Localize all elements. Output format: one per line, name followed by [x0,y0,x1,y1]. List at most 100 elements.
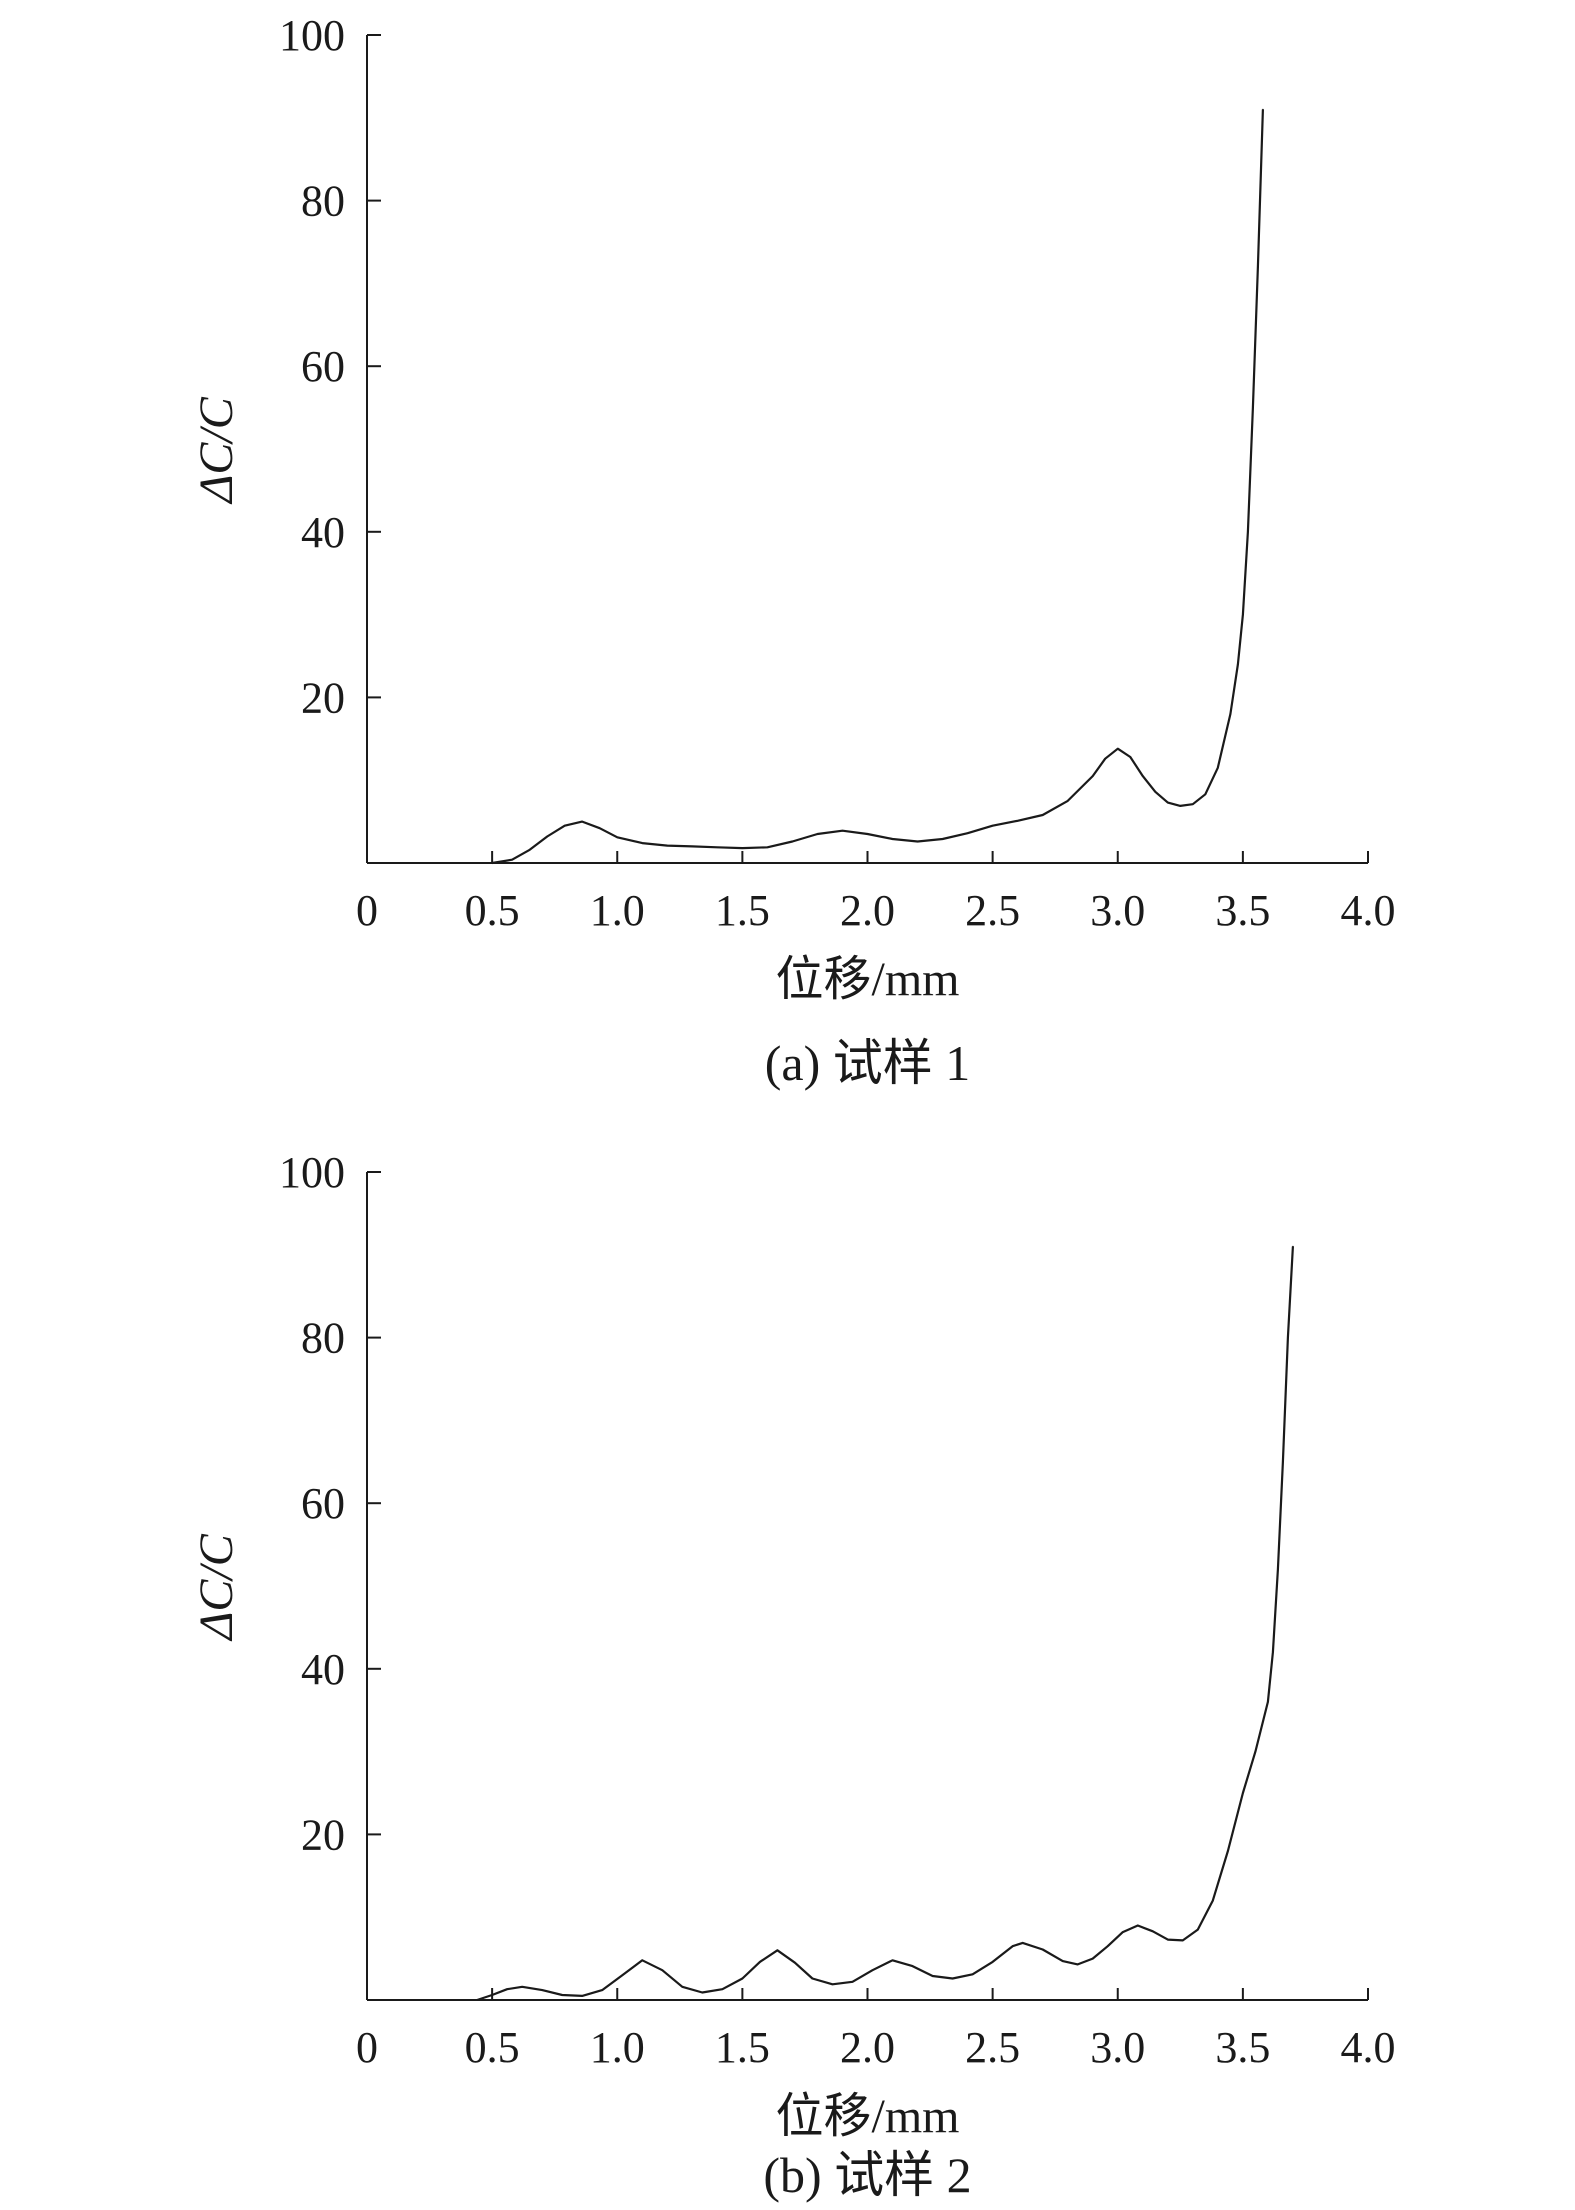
x-tick-label: 1.5 [715,886,770,935]
data-point [1091,1957,1094,1960]
data-point [991,824,994,827]
data-point [1116,747,1119,750]
data-point [1076,1963,1079,1966]
data-point [581,1995,584,1997]
data-point [1237,663,1239,666]
data-point [1167,801,1169,804]
data-point [891,1959,894,1962]
data-point [816,833,819,835]
data-point [1292,1245,1294,1248]
data-point [1041,1948,1044,1951]
data-point [871,1969,874,1971]
x-tick-label: 2.0 [840,886,895,935]
data-point [581,820,584,823]
data-point [1287,1336,1289,1339]
data-point [1204,793,1207,796]
data-point [661,1969,664,1971]
x-tick-label: 4.0 [1341,2023,1396,2072]
data-point [1182,1939,1184,1942]
data-point [1247,531,1249,533]
data-point [601,1989,604,1991]
data-point [1257,266,1259,268]
x-axis-label: 位移/mm [775,2090,959,2143]
data-point [701,1991,704,1994]
data-point [971,1973,974,1976]
data-point [528,848,531,851]
data-point [941,838,944,840]
data-point [1106,1945,1109,1947]
y-tick-label: 100 [279,11,345,60]
series-line [476,1246,1294,2002]
data-point [641,842,644,844]
data-point [721,1988,724,1991]
y-tick-label: 60 [301,1479,345,1528]
data-point [541,1989,543,1991]
data-point [1167,1938,1169,1941]
data-point [866,833,869,835]
data-point [1277,1568,1279,1571]
x-tick-label: 2.5 [965,886,1020,935]
data-point [1272,1651,1274,1654]
x-tick-label: 4.0 [1341,886,1396,935]
chart-panel-b: 20 40 60 80 100 0 0.5 1.0 1.5 2.0 2.5 3.0 3.5 4.0 位移/m… [0,1102,1575,2205]
x-tick-label: 3.5 [1215,886,1270,935]
data-point [641,1959,644,1962]
y-tick-label: 20 [301,673,345,722]
data-point [916,840,919,843]
data-point [851,1980,854,1983]
data-point [563,824,566,827]
y-tick-label: 100 [279,1148,345,1197]
data-point [561,1994,563,1996]
data-point [1282,1461,1284,1463]
chart-panel-a: 20 40 60 80 100 0 0.5 1.0 1.5 2.0 2.5 3.0 3.5 4.0 位移/m… [0,0,1575,1102]
data-point [1151,1930,1154,1933]
data-point [1242,1792,1244,1794]
data-point [476,1999,478,2001]
data-point [666,844,669,847]
data-point [506,1988,508,1991]
y-tick-label: 40 [301,1645,345,1694]
chart-a: 20 40 60 80 100 0 0.5 1.0 1.5 2.0 2.5 3.0 3.5 4.0 位移/m… [190,11,1396,1091]
data-point [831,1983,834,1986]
data-point [966,832,969,834]
x-tick-label: 1.5 [715,2023,770,2072]
data-point [776,1949,779,1952]
data-point [1179,805,1182,807]
data-point [951,1977,954,1980]
data-point [681,1985,684,1988]
data-point [491,862,493,864]
data-point [911,1965,914,1967]
x-tick-label: 1.0 [590,886,645,935]
chart-caption: (a) 试样 1 [765,1035,971,1091]
data-point [1254,1750,1257,1753]
chart-b: 20 40 60 80 100 0 0.5 1.0 1.5 2.0 2.5 3.0 3.5 4.0 位移/m… [190,1148,1396,2203]
data-point [691,845,694,848]
data-point [1021,1942,1024,1944]
x-tick-label: 3.0 [1090,2023,1145,2072]
data-point [741,1977,744,1980]
x-axis-label: 位移/mm [775,953,959,1006]
x-tick-label: 1.0 [590,2023,645,2072]
data-point [511,858,513,861]
data-point [1229,713,1232,715]
data-point [1217,766,1219,769]
data-point [1267,1701,1269,1703]
y-tick-label: 20 [301,1810,345,1859]
data-point [546,835,548,838]
data-point [759,1961,761,1963]
data-point [1091,775,1094,777]
chart-caption: (b) 试样 2 [763,2147,971,2203]
x-tick-label: 2.0 [840,2023,895,2072]
data-point [741,847,744,849]
data-point [1154,790,1157,793]
data-point [1192,803,1194,806]
data-point [791,840,794,843]
data-point [811,1977,814,1980]
data-point [1016,819,1019,822]
data-point [1252,406,1254,409]
data-point [491,1994,493,1996]
x-tick-label: 0 [356,2023,378,2072]
y-tick-label: 80 [301,177,345,226]
data-point [1011,1945,1014,1947]
y-axis-label: ΔC/C [190,396,243,505]
